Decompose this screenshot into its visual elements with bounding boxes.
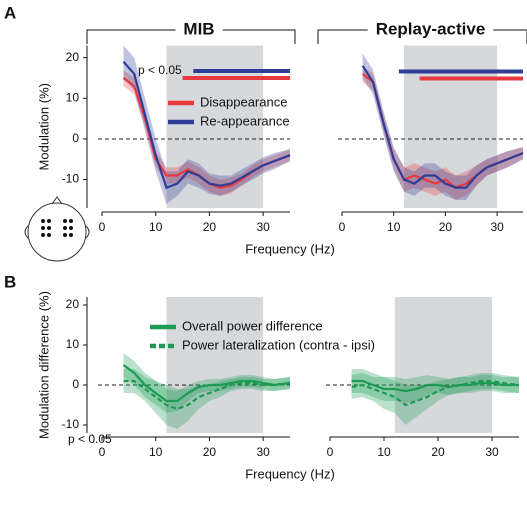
y-tick-label: 20 [66,297,80,311]
y-axis-label: Modulation (%) [36,83,51,170]
series-line [122,61,291,190]
legend-label: Disappearance [200,94,287,109]
annotation: p < 0.05 [138,63,182,77]
y-tick-label: 10 [66,90,80,104]
x-tick-label: 20 [439,220,453,234]
x-tick-label: 0 [99,445,106,459]
y-tick-label: 0 [72,131,79,145]
y-tick-label: 10 [66,337,80,351]
annotation: p < 0.05 [68,432,112,446]
panel-label: A [4,3,16,22]
error-band [123,45,290,204]
x-tick-label: 10 [377,445,391,459]
x-tick-label: 0 [327,445,334,459]
x-tick-label: 30 [485,445,499,459]
x-tick-label: 0 [99,220,106,234]
y-tick-label: -10 [62,417,80,431]
error-band [351,373,519,425]
x-tick-label: 30 [490,220,504,234]
y-tick-label: -10 [62,172,80,186]
x-tick-label: 10 [149,220,163,234]
panel-title: Replay-active [376,19,486,38]
highlight-band [166,297,264,433]
x-tick-label: 20 [203,220,217,234]
series-line [361,65,524,189]
y-axis-label: Modulation difference (%) [36,291,51,439]
title-bracket [86,29,296,44]
series-line [123,379,291,411]
title-bracket [317,29,527,44]
series-line [122,364,291,403]
highlight-band [394,297,492,433]
x-axis-label: Frequency (Hz) [245,241,335,256]
legend-label: Overall power difference [182,318,323,333]
x-axis-label: Frequency (Hz) [245,466,335,481]
x-tick-label: 30 [256,220,270,234]
x-tick-label: 10 [149,445,163,459]
panel-label: B [4,272,16,291]
series-line [351,379,520,407]
error-band [362,65,523,200]
error-band [362,53,523,200]
x-tick-label: 20 [431,445,445,459]
legend-label: Re-appearance [200,113,290,128]
y-tick-label: 0 [72,377,79,391]
panel-title: MIB [183,19,214,38]
x-tick-label: 20 [203,445,217,459]
error-band [123,353,290,413]
x-tick-label: 10 [387,220,401,234]
head-icon [24,196,90,262]
x-tick-label: 30 [256,445,270,459]
y-tick-label: 20 [66,50,80,64]
legend-label: Power lateralization (contra - ipsi) [182,337,375,352]
series-line [351,379,519,393]
x-tick-label: 0 [339,220,346,234]
